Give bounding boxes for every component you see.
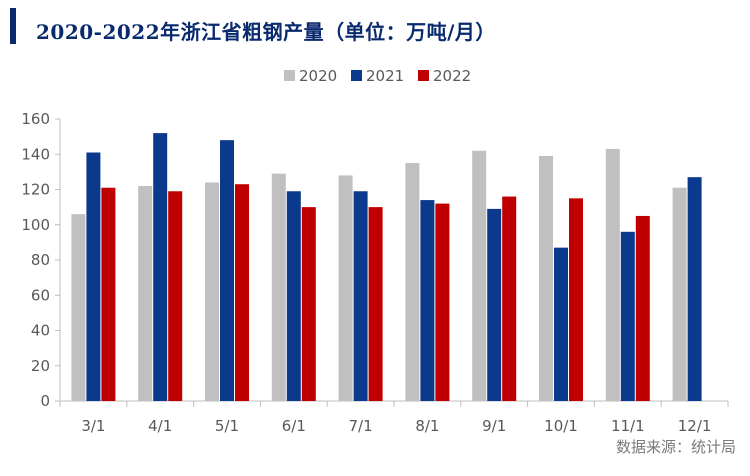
bar-2020-5-1	[205, 182, 219, 401]
source-note: 数据来源：统计局	[615, 438, 736, 456]
legend-label-2022: 2022	[433, 67, 471, 85]
x-tick-label: 12/1	[678, 417, 712, 435]
bar-2022-6-1	[301, 207, 316, 401]
y-tick-label: 0	[40, 392, 50, 410]
x-tick-label: 6/1	[282, 417, 306, 435]
y-tick-label: 40	[31, 322, 50, 340]
bar-2021-4-1	[153, 133, 168, 401]
x-tick-label: 11/1	[611, 417, 645, 435]
legend-swatch-2021	[351, 70, 362, 81]
bar-2021-8-1	[420, 200, 435, 401]
x-tick-label: 5/1	[215, 417, 239, 435]
chart-title: 2020-2022年浙江省粗钢产量（单位：万吨/月）	[36, 20, 496, 44]
bar-2021-5-1	[220, 140, 234, 401]
x-tick-label: 8/1	[415, 417, 439, 435]
bar-2022-10-1	[569, 198, 583, 401]
y-tick-label: 20	[31, 357, 50, 375]
bar-2022-8-1	[435, 203, 450, 401]
bar-2021-11-1	[620, 231, 635, 401]
y-tick-label: 60	[31, 286, 50, 304]
bar-2021-3-1	[86, 152, 101, 401]
bar-2020-7-1	[338, 175, 353, 401]
x-tick-label: 7/1	[349, 417, 373, 435]
bar-2021-7-1	[353, 191, 368, 401]
bar-2020-10-1	[539, 156, 553, 401]
legend-swatch-2022	[418, 70, 429, 81]
x-tick-label: 3/1	[81, 417, 105, 435]
bar-2020-3-1	[71, 214, 86, 401]
bar-2022-7-1	[368, 207, 383, 401]
bar-2021-12-1	[687, 177, 702, 401]
bar-2022-11-1	[635, 215, 650, 401]
x-tick-label: 4/1	[148, 417, 172, 435]
bar-2022-3-1	[101, 187, 116, 401]
y-tick-label: 160	[21, 110, 50, 128]
legend-label-2020: 2020	[299, 67, 337, 85]
y-tick-label: 100	[21, 216, 50, 234]
y-tick-label: 120	[21, 181, 50, 199]
bar-2022-4-1	[168, 191, 183, 401]
bar-2020-11-1	[605, 148, 620, 401]
bar-2020-12-1	[672, 187, 687, 401]
legend-swatch-2020	[284, 70, 295, 81]
bar-2020-6-1	[271, 173, 286, 401]
y-tick-label: 140	[21, 145, 50, 163]
legend-label-2021: 2021	[366, 67, 404, 85]
bar-2020-9-1	[472, 150, 487, 401]
bar-2020-4-1	[138, 185, 153, 401]
bar-2020-8-1	[405, 163, 420, 401]
bar-2021-10-1	[554, 247, 568, 401]
y-tick-label: 80	[31, 251, 50, 269]
bar-2022-9-1	[502, 196, 517, 401]
bar-2021-6-1	[286, 191, 301, 401]
bar-2022-5-1	[235, 184, 249, 401]
title-accent-bar	[10, 8, 16, 44]
x-tick-label: 10/1	[544, 417, 578, 435]
x-tick-label: 9/1	[482, 417, 506, 435]
bar-2021-9-1	[487, 208, 502, 401]
